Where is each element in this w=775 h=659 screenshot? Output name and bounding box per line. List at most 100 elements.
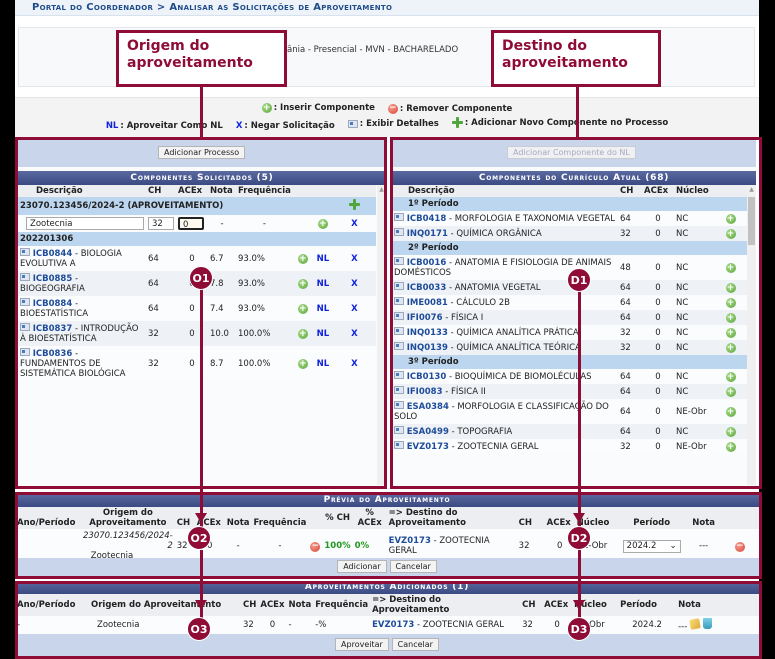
edit-icon[interactable] — [689, 618, 701, 630]
details-icon[interactable] — [20, 323, 30, 331]
nl-button[interactable]: NL — [316, 278, 330, 289]
insert-icon[interactable]: + — [297, 328, 308, 339]
added-table: Ano/Período Origem do Aproveitamento CH … — [15, 594, 759, 634]
remove-icon[interactable]: − — [734, 540, 745, 552]
component-name-input[interactable]: Zootecnia — [26, 217, 144, 230]
details-icon[interactable] — [394, 312, 404, 320]
details-icon[interactable] — [394, 426, 404, 434]
details-icon[interactable] — [394, 342, 404, 350]
add-new-component-icon[interactable] — [348, 199, 360, 210]
table-row: ICB0885 - BIOGEOGRAFIA 64 0 7.8 93.0% + … — [18, 271, 376, 296]
component-code-link[interactable]: ICB0884 — [32, 299, 73, 309]
component-code-link[interactable]: ICB0885 — [32, 274, 73, 284]
scroll-up-icon[interactable]: ▲ — [379, 186, 384, 193]
legend-x: : Negar Solicitação — [244, 121, 335, 131]
scroll-thumb[interactable] — [748, 197, 755, 245]
insert-icon[interactable]: + — [725, 406, 736, 417]
insert-icon[interactable]: + — [725, 441, 736, 452]
insert-icon[interactable]: + — [725, 327, 736, 338]
component-code-link[interactable]: ICB0837 — [32, 324, 73, 334]
insert-icon[interactable]: + — [725, 426, 736, 437]
insert-icon[interactable]: + — [725, 297, 736, 308]
deny-new-button[interactable]: X — [351, 218, 358, 229]
remove-icon[interactable]: − — [310, 540, 321, 552]
deny-button[interactable]: X — [351, 328, 358, 339]
col-origem: Origem do Aproveitamento — [81, 507, 175, 529]
nl-button[interactable]: NL — [316, 253, 330, 264]
dest-code-link[interactable]: EVZ0173 — [372, 620, 415, 630]
insert-icon[interactable]: + — [297, 253, 308, 264]
insert-icon[interactable]: + — [297, 278, 308, 289]
details-icon[interactable] — [20, 348, 30, 356]
insert-icon[interactable]: + — [725, 312, 736, 323]
curriculum-scroll[interactable]: Descrição CH ACEx Núcleo 1º Período ICB0… — [392, 185, 756, 485]
component-code-link[interactable]: EVZ0173 — [406, 442, 449, 452]
add-button[interactable]: Adicionar — [337, 560, 387, 573]
nl-button[interactable]: NL — [316, 358, 330, 369]
cancel-preview-button[interactable]: Cancelar — [389, 560, 437, 573]
component-code-link[interactable]: IFI0083 — [406, 387, 443, 397]
right-scrollbar[interactable]: ▲ — [747, 185, 756, 485]
deny-button[interactable]: X — [351, 303, 358, 314]
details-icon[interactable] — [20, 273, 30, 281]
insert-icon[interactable]: + — [725, 228, 736, 239]
details-icon[interactable] — [394, 386, 404, 394]
requested-components-scroll[interactable]: Descrição CH ACEx Nota Frequência 23070.… — [18, 185, 386, 485]
component-code-link[interactable]: ESA0384 — [406, 402, 449, 412]
component-code-link[interactable]: ICB0836 — [32, 349, 73, 359]
deny-button[interactable]: X — [351, 358, 358, 369]
insert-icon[interactable]: + — [725, 213, 736, 224]
details-icon[interactable] — [394, 282, 404, 290]
insert-icon[interactable]: + — [297, 358, 308, 369]
details-icon[interactable] — [394, 297, 404, 305]
insert-icon[interactable]: + — [725, 262, 736, 273]
component-ch-input[interactable]: 32 — [148, 217, 174, 230]
insert-icon[interactable]: + — [725, 282, 736, 293]
nl-button[interactable]: NL — [316, 303, 330, 314]
component-code-link[interactable]: ICB0418 — [406, 214, 447, 224]
details-icon[interactable] — [394, 327, 404, 335]
component-code-link[interactable]: ICB0844 — [32, 249, 73, 259]
component-code-link[interactable]: IFI0076 — [406, 313, 443, 323]
process-number: 23070.123456/2024-2 (APROVEITAMENTO) — [18, 197, 333, 215]
details-icon[interactable] — [394, 228, 404, 236]
insert-icon[interactable]: + — [725, 386, 736, 397]
component-code-link[interactable]: INQ0171 — [406, 229, 448, 239]
add-nl-component-button[interactable]: Adicionar Componente do NL — [507, 146, 636, 159]
nl-button[interactable]: NL — [316, 328, 330, 339]
details-icon[interactable] — [394, 371, 404, 379]
details-icon[interactable] — [20, 248, 30, 256]
add-process-button[interactable]: Adicionar Processo — [158, 146, 246, 159]
component-code-link[interactable]: ICB0016 — [406, 258, 447, 268]
details-icon[interactable] — [20, 298, 30, 306]
period-select[interactable]: 2024.2 ⌄ — [622, 539, 681, 553]
scroll-up-icon[interactable]: ▲ — [749, 186, 754, 193]
details-icon[interactable] — [394, 401, 404, 409]
component-code-link[interactable]: ESA0499 — [406, 427, 449, 437]
o2-o3-line — [200, 550, 203, 620]
insert-icon[interactable]: + — [725, 371, 736, 382]
dest-name: - ZOOTECNIA GERAL — [388, 536, 490, 556]
nota: - — [286, 616, 314, 634]
details-icon[interactable] — [394, 213, 404, 221]
insert-component-icon[interactable]: + — [317, 218, 328, 229]
left-scrollbar[interactable]: ▲ — [377, 185, 386, 485]
component-code-link[interactable]: INQ0133 — [406, 328, 448, 338]
component-name: - BIOGEOGRAFIA — [20, 274, 85, 294]
approve-button[interactable]: Aproveitar — [335, 638, 389, 651]
cancel-added-button[interactable]: Cancelar — [391, 638, 439, 651]
details-icon[interactable] — [394, 257, 404, 265]
col-nucleo: Núcleo — [572, 594, 619, 616]
deny-button[interactable]: X — [351, 278, 358, 289]
trash-icon[interactable] — [702, 618, 712, 629]
dest-code-link[interactable]: EVZ0173 — [388, 536, 431, 546]
deny-button[interactable]: X — [351, 253, 358, 264]
component-code-link[interactable]: ICB0130 — [406, 372, 447, 382]
details-icon[interactable] — [394, 441, 404, 449]
component-code-link[interactable]: ICB0033 — [406, 283, 447, 293]
component-acex-input[interactable]: 0 — [178, 217, 204, 230]
insert-icon[interactable]: + — [725, 342, 736, 353]
component-code-link[interactable]: IME0081 — [406, 298, 448, 308]
insert-icon[interactable]: + — [297, 303, 308, 314]
component-code-link[interactable]: INQ0139 — [406, 343, 448, 353]
